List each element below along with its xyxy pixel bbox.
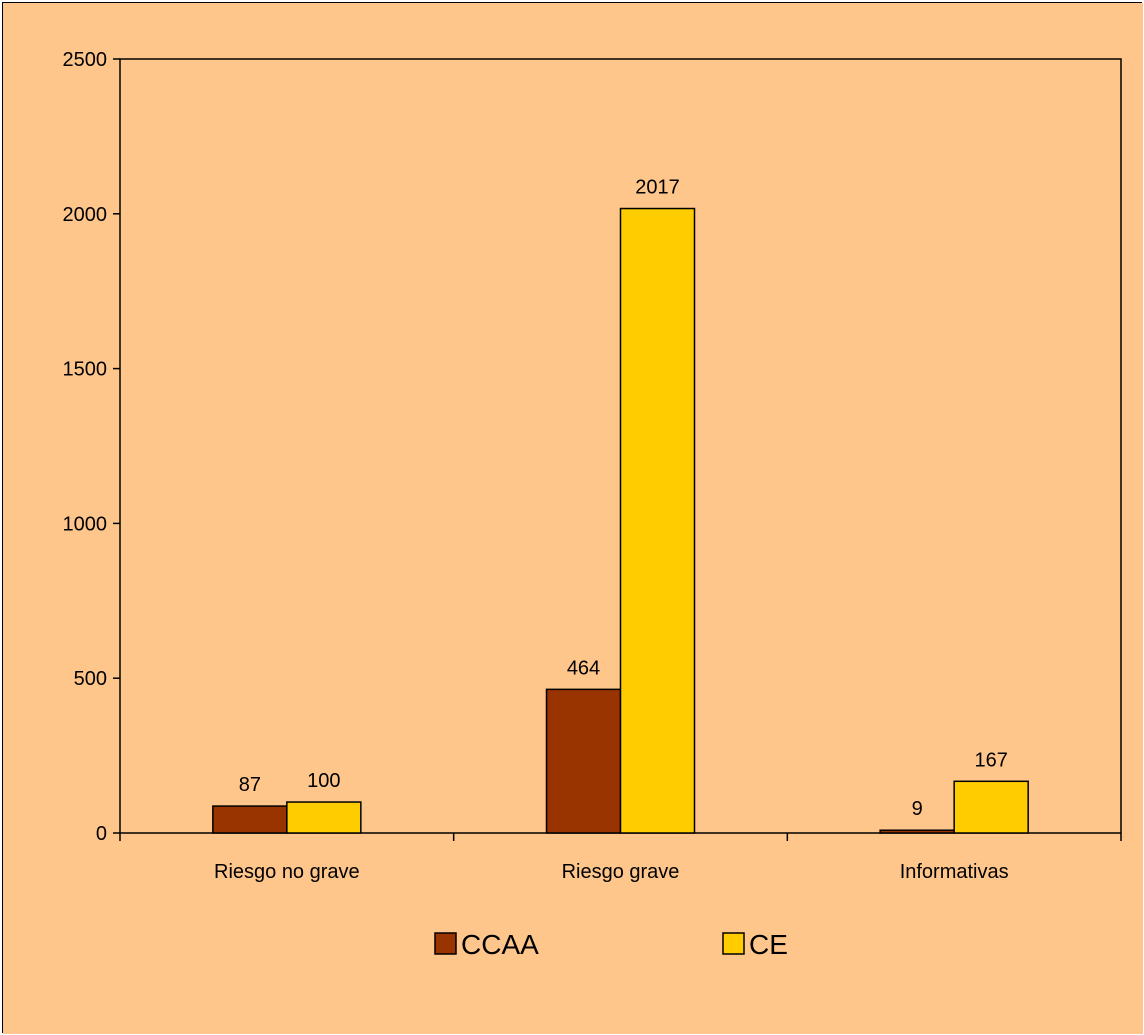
legend-label: CCAA [461,929,539,960]
y-tick-label: 2500 [63,49,108,71]
data-label: 2017 [635,177,680,199]
y-tick-label: 0 [96,823,107,845]
x-tick-label: Riesgo grave [562,861,680,883]
y-tick-label: 500 [74,668,107,690]
legend-swatch-ce [722,932,745,955]
data-label: 464 [567,657,600,679]
legend-swatch-ccaa [434,932,457,955]
x-tick-label: Informativas [900,861,1009,883]
data-label: 87 [239,774,261,796]
bar-ce-1 [619,207,696,834]
bar-ce-2 [953,780,1029,834]
data-label: 100 [307,770,340,792]
x-tick-label: Riesgo no grave [214,861,360,883]
bar-chart: 0 500 1000 1500 2000 2500 87 100 Riesgo no grave… [3,3,1143,1034]
bar-ccaa-2 [879,829,955,834]
legend-label: CE [749,929,788,960]
bar-ce-0 [286,801,362,834]
y-tick-label: 2000 [63,204,108,226]
data-label: 167 [974,749,1007,771]
data-label: 9 [912,798,923,820]
y-tick-label: 1500 [63,359,108,381]
bar-ccaa-1 [545,688,622,834]
y-tick-label: 1000 [63,513,108,535]
bar-ccaa-0 [212,805,288,834]
